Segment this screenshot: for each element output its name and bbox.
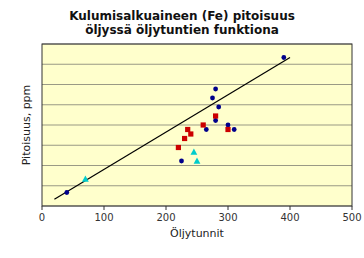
point-square	[201, 122, 206, 127]
point-circle	[64, 190, 69, 195]
chart: 0 100 200 300 400 500 Öljytunnit Pitoisuus, ppm…	[0, 0, 364, 258]
plot-background	[42, 44, 352, 206]
x-tick	[42, 206, 43, 210]
title-line: öljyssä öljytuntien funktiona	[85, 23, 279, 37]
grid-line	[42, 104, 352, 105]
point-square	[182, 136, 187, 141]
x-tick	[166, 206, 167, 210]
marks	[54, 55, 290, 199]
point-triangle	[82, 176, 89, 182]
point-triangle	[191, 149, 198, 155]
x-tick-label: 0	[39, 212, 45, 223]
grid-line	[42, 145, 352, 146]
x-tick-label: 300	[218, 212, 237, 223]
x-axis-label: Öljytunnit	[170, 227, 225, 240]
point-circle	[216, 105, 221, 110]
point-square	[185, 127, 190, 132]
grid-line	[42, 185, 352, 186]
point-circle	[281, 55, 286, 60]
point-circle	[179, 159, 184, 164]
point-square	[213, 113, 218, 118]
y-axis-label: Pitoisuus, ppm	[20, 85, 33, 166]
point-circle	[213, 118, 218, 123]
point-circle	[226, 123, 231, 128]
x-tick	[104, 206, 105, 210]
point-square	[188, 131, 193, 136]
grid-line	[42, 125, 352, 126]
x-tick-label: 500	[342, 212, 361, 223]
point-circle	[232, 127, 237, 132]
x-tick-label: 400	[280, 212, 299, 223]
x-tick	[290, 206, 291, 210]
x-axis: 0 100 200 300 400 500	[39, 206, 362, 223]
plot-frame	[42, 44, 352, 206]
grid-line	[42, 84, 352, 85]
trend-line	[54, 58, 290, 200]
point-square	[176, 145, 181, 150]
point-triangle	[194, 158, 201, 164]
grid-line	[42, 64, 352, 65]
x-tick-label: 100	[94, 212, 113, 223]
title-line: Kulumisalkuaineen (Fe) pitoisuus	[69, 9, 295, 23]
x-tick	[228, 206, 229, 210]
grid-line	[42, 165, 352, 166]
point-circle	[204, 127, 209, 132]
title: Kulumisalkuaineen (Fe) pitoisuusöljyssä …	[69, 9, 295, 37]
x-tick-label: 200	[156, 212, 175, 223]
point-circle	[213, 87, 218, 92]
point-circle	[210, 96, 215, 101]
grid	[42, 44, 352, 206]
x-tick	[352, 206, 353, 210]
point-square	[225, 127, 230, 132]
